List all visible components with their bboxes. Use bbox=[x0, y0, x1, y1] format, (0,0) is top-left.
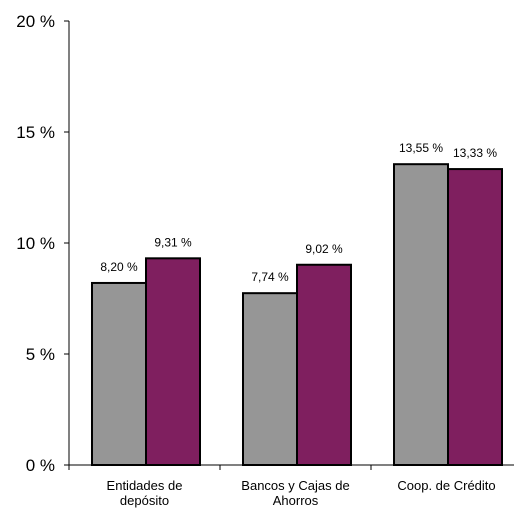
data-label: 9,31 % bbox=[154, 235, 192, 249]
data-label: 13,55 % bbox=[399, 141, 443, 155]
labels: Entidades de depósito Bancos y Cajas de Aho… bbox=[100, 141, 497, 508]
x-tick-label-line: depósito bbox=[120, 493, 169, 508]
x-tick-label-line: Bancos y Cajas de bbox=[241, 478, 349, 493]
x-tick-label-line: Entidades de bbox=[107, 478, 183, 493]
bar-series-1-2 bbox=[242, 292, 298, 466]
data-label: 13,33 % bbox=[453, 146, 497, 160]
bars bbox=[91, 163, 503, 467]
x-tick-label-line: Ahorros bbox=[273, 493, 319, 508]
bar-series-1-3 bbox=[393, 163, 449, 466]
y-tick-label: 0 % bbox=[26, 456, 55, 475]
y-tick-label: 20 % bbox=[16, 12, 55, 31]
bar-series-1-1 bbox=[91, 281, 147, 466]
x-tick-label-line: Coop. de Crédito bbox=[397, 478, 495, 493]
bar-series-2-2 bbox=[296, 263, 352, 467]
x-tick-label: Bancos y Cajas de Ahorros bbox=[241, 478, 349, 508]
x-tick-label: Entidades de depósito bbox=[107, 478, 183, 508]
y-tick-label: 10 % bbox=[16, 234, 55, 253]
x-tick-label: Coop. de Crédito bbox=[397, 478, 495, 493]
y-tick-label: 5 % bbox=[26, 345, 55, 364]
data-label: 7,74 % bbox=[251, 270, 289, 284]
y-tick-label: 15 % bbox=[16, 123, 55, 142]
bar-series-2-1 bbox=[145, 257, 201, 466]
data-label: 8,20 % bbox=[100, 260, 138, 274]
bar-series-2-3 bbox=[447, 168, 503, 466]
data-label: 9,02 % bbox=[305, 242, 343, 256]
